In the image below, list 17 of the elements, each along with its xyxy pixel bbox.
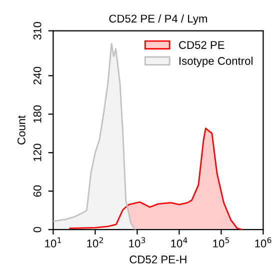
x-tick-label: 10$^{3}$ — [129, 237, 146, 248]
y-tick-label: 120 — [33, 144, 42, 162]
x-tick-label: 10$^{1}$ — [45, 237, 62, 248]
y-tick-label: 180 — [33, 105, 42, 123]
y-tick-label: 60 — [33, 185, 42, 197]
x-tick-label: 10$^{2}$ — [87, 237, 103, 248]
y-tick-label: 310 — [33, 22, 42, 40]
legend-label: Isotype Control — [180, 56, 252, 68]
y-axis-title: Count — [18, 115, 26, 144]
y-tick-label: 240 — [33, 66, 42, 84]
y-tick-label: 0 — [33, 226, 42, 232]
chart-title: CD52 PE / P4 / Lym — [109, 14, 207, 25]
x-axis-title: CD52 PE-H — [130, 256, 186, 264]
x-tick-label: 10$^{4}$ — [171, 237, 188, 248]
x-tick-label: 10$^{5}$ — [213, 237, 230, 248]
x-tick-label: 10$^{6}$ — [255, 237, 272, 248]
legend-label: CD52 PE — [179, 41, 224, 49]
